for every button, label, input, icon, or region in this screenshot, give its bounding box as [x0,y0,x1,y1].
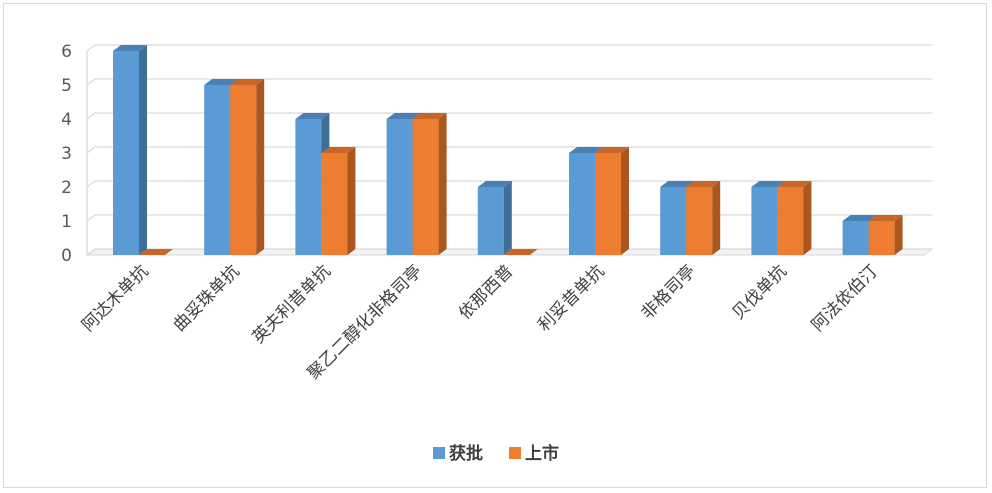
bar-front [477,187,504,255]
x-tick-label: 依那西普 [455,261,517,323]
bar-side [256,79,265,255]
bar-top [503,249,538,255]
bar-top [686,181,721,187]
bar-front [230,85,257,255]
y-tick-label: 6 [61,42,72,62]
bar-上市-依那西普 [503,249,538,255]
gridline [86,214,932,222]
y-tick-label: 3 [61,144,72,164]
bar-top [842,215,877,221]
bar-side [139,45,147,255]
bar-top [139,249,173,255]
bar-上市-英夫利昔单抗 [321,147,356,255]
bar-front [595,153,621,255]
bar-front [113,51,139,255]
bar-front [842,221,869,255]
bar-top [751,181,786,187]
legend-swatch [433,447,445,459]
y-tick-label: 2 [61,178,72,198]
gridline [86,78,932,86]
bar-front [660,187,687,255]
legend: 获批 上市 [433,443,559,464]
bar-top [868,215,903,221]
bar-获批-阿达木单抗 [113,45,147,255]
bar-front [204,85,231,255]
y-tick-label: 5 [61,76,72,96]
bar-front [868,221,895,255]
bar-上市-聚乙二醇化非格司亭 [412,113,447,255]
bar-side [621,147,629,255]
y-axis-ticks: 0 1 2 3 4 5 6 [61,42,72,266]
x-tick-label: 阿达木单抗 [78,261,152,335]
bar-上市-利妥昔单抗 [595,147,629,255]
bar-top [660,181,695,187]
bar-top [386,113,421,119]
bar-获批-依那西普 [477,181,512,255]
y-tick-label: 4 [61,110,72,130]
gridline [86,112,932,120]
legend-swatch [509,447,521,459]
bar-front [386,119,413,255]
bar-side [347,147,356,255]
bar-side [803,181,812,255]
bar-front [777,187,804,255]
bar-top [295,113,330,119]
bar-top [113,45,147,51]
gridline [86,248,932,256]
bar-top [321,147,356,153]
bar-front [751,187,778,255]
y-tick-label: 1 [61,212,72,232]
bars [113,45,903,255]
x-tick-label: 利妥昔单抗 [534,261,608,335]
bar-top [412,113,447,119]
bar-front [686,187,713,255]
bar-上市-贝伐单抗 [777,181,812,255]
bar-side [503,181,512,255]
gridline [86,146,932,154]
bar-上市-阿达木单抗 [139,249,173,255]
x-tick-label: 非格司亭 [638,261,700,323]
legend-label: 获批 [449,443,483,464]
gridline [86,180,932,188]
bar-top [230,79,265,85]
legend-label: 上市 [525,443,559,464]
bar-top [777,181,812,187]
bar-top [477,181,512,187]
x-tick-label: 贝伐单抗 [729,261,791,323]
bar-上市-曲妥珠单抗 [230,79,265,255]
x-tick-label: 英夫利昔单抗 [249,261,335,347]
bar-上市-阿法依伯汀 [868,215,903,255]
bar-front [569,153,595,255]
bar-top [595,147,629,153]
bar-side [438,113,447,255]
bar-front [321,153,348,255]
bar-上市-非格司亭 [686,181,721,255]
bar-side [894,215,903,255]
x-tick-label: 阿法依伯汀 [808,261,882,335]
bar-front [295,119,322,255]
gridlines [86,44,932,256]
x-tick-label: 曲妥珠单抗 [169,261,243,335]
bar-side [712,181,721,255]
bar-top [204,79,239,85]
bar-front [412,119,439,255]
gridline [86,44,932,52]
bar-top [569,147,603,153]
y-tick-label: 0 [61,246,72,266]
